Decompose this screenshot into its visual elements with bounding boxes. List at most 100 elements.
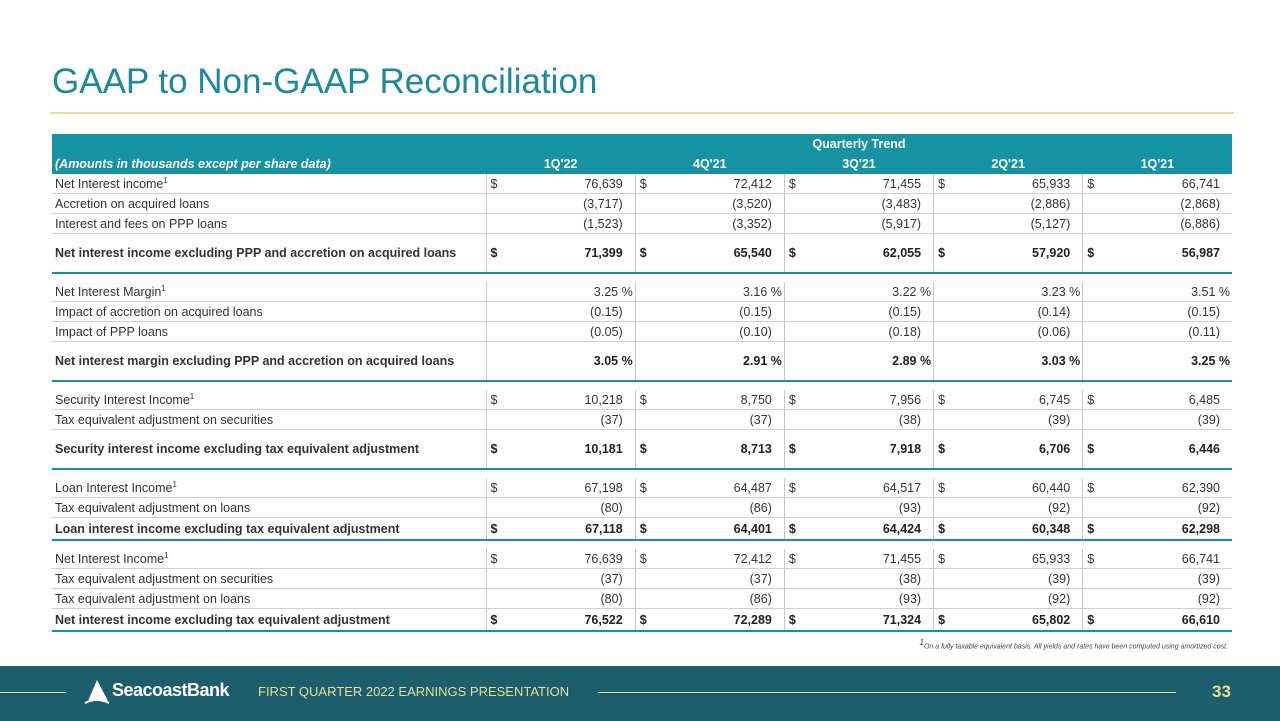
value-cell: $72,412 (634, 549, 785, 569)
dollar-sign: $ (788, 521, 796, 536)
row-label: Loan interest income excluding tax equiv… (52, 517, 486, 541)
value-cell: $64,487 (634, 478, 785, 498)
table-row: Accretion on acquired loans (3,717) (3,520… (52, 193, 1232, 214)
value-cell: 3.03 % (933, 341, 1083, 382)
value-cell: $65,802 (933, 608, 1083, 632)
value-cell: $65,933 (933, 174, 1083, 194)
dollar-sign: $ (490, 521, 498, 536)
footer-caption: FIRST QUARTER 2022 EARNINGS PRESENTATION (258, 684, 570, 699)
value-cell: $64,424 (783, 517, 934, 541)
value-cell: $71,399 (485, 233, 636, 274)
value-cell: $60,440 (933, 478, 1083, 498)
value-cell: $56,987 (1082, 233, 1232, 274)
table-row: Net interest income excluding PPP and ac… (52, 233, 1232, 274)
value-cell: $8,750 (634, 390, 785, 410)
value-cell: 3.25 % (485, 282, 636, 302)
value-cell: (0.14) (933, 301, 1083, 322)
row-label: Security Interest Income1 (52, 390, 486, 410)
table-row: Tax equivalent adjustment on securities (… (52, 568, 1232, 589)
value-cell: (37) (634, 568, 785, 589)
dollar-sign: $ (788, 480, 796, 495)
row-label: Impact of PPP loans (52, 321, 486, 342)
value-cell: $64,401 (634, 517, 785, 541)
footnote-text: On a fully taxable equivalent basis. All… (923, 643, 1228, 651)
footnote-marker: 1 (164, 550, 169, 560)
value-cell: $66,741 (1082, 174, 1232, 194)
value-cell: $7,918 (783, 429, 934, 470)
table-row: Net interest margin excluding PPP and ac… (52, 341, 1232, 382)
table-row: Security interest income excluding tax e… (52, 429, 1232, 470)
value-cell: (92) (1082, 588, 1232, 609)
footer-bar: SeacoastBank FIRST QUARTER 2022 EARNINGS… (0, 666, 1280, 721)
table-body: Net Interest income1 $76,639 $72,412 $71,45… (52, 174, 1232, 632)
dollar-sign: $ (1087, 551, 1095, 566)
footnote-marker: 1 (163, 175, 168, 185)
dollar-sign: $ (639, 551, 647, 566)
value-cell: (0.15) (783, 301, 934, 322)
value-cell: (92) (1082, 497, 1232, 518)
row-label: Impact of accretion on acquired loans (52, 301, 486, 322)
value-cell: (80) (485, 497, 636, 518)
table-row: Tax equivalent adjustment on loans (80) (8… (52, 497, 1232, 518)
quarter-header: 1Q'22 (486, 154, 636, 174)
value-cell: $60,348 (933, 517, 1083, 541)
value-cell: (37) (634, 409, 785, 430)
table-row: Tax equivalent adjustment on loans (80) (8… (52, 588, 1232, 609)
value-cell: (93) (783, 497, 934, 518)
value-cell: $67,198 (485, 478, 636, 498)
page-number: 33 (1212, 682, 1231, 701)
dollar-sign: $ (639, 176, 647, 191)
dollar-sign: $ (639, 246, 647, 260)
value-cell: (1,523) (485, 213, 636, 234)
value-cell: $64,517 (783, 478, 934, 498)
reconciliation-table: Quarterly Trend (Amounts in thousands ex… (52, 134, 1232, 632)
quarter-header: 2Q'21 (933, 154, 1083, 174)
footnote-marker: 1 (189, 391, 195, 401)
row-label: Tax equivalent adjustment on securities (52, 409, 486, 430)
dollar-sign: $ (490, 176, 498, 191)
value-cell: (2,868) (1082, 193, 1232, 214)
row-label: Security interest income excluding tax e… (52, 429, 486, 470)
value-cell: (39) (933, 568, 1083, 589)
row-label: Tax equivalent adjustment on securities (52, 568, 486, 589)
dollar-sign: $ (1087, 521, 1095, 536)
row-label: Interest and fees on PPP loans (52, 213, 486, 234)
value-cell: (3,483) (783, 193, 934, 214)
value-cell: (3,717) (485, 193, 636, 214)
footer-divider-left (0, 692, 66, 693)
value-cell: $76,639 (485, 174, 636, 194)
value-cell: $76,639 (485, 549, 636, 569)
value-cell: $65,933 (933, 549, 1083, 569)
value-cell: $76,522 (485, 608, 636, 632)
value-cell: (0.15) (1082, 301, 1232, 322)
value-cell: (39) (933, 409, 1083, 430)
table-row: Net interest income excluding tax equiva… (52, 608, 1232, 632)
footer-logo-text: SeacoastBank (112, 680, 230, 700)
value-cell: $10,218 (485, 390, 636, 410)
value-cell: $71,455 (783, 549, 934, 569)
dollar-sign: $ (639, 480, 647, 495)
dollar-sign: $ (1087, 176, 1095, 191)
value-cell: $8,713 (634, 429, 785, 470)
value-cell: $6,745 (933, 390, 1083, 410)
value-cell: $72,412 (634, 174, 785, 194)
dollar-sign: $ (938, 442, 946, 456)
dollar-sign: $ (788, 246, 796, 260)
value-cell: (0.05) (485, 321, 636, 342)
dollar-sign: $ (490, 246, 498, 260)
value-cell: $62,298 (1082, 517, 1232, 541)
dollar-sign: $ (938, 392, 946, 407)
dollar-sign: $ (938, 551, 946, 566)
quarter-header: 3Q'21 (784, 154, 934, 174)
dollar-sign: $ (1087, 612, 1095, 627)
value-cell: (86) (634, 497, 785, 518)
footnote-marker: 1 (919, 638, 924, 647)
footnote-marker: 1 (161, 283, 166, 293)
dollar-sign: $ (1087, 246, 1095, 260)
row-label: Net interest income excluding PPP and ac… (52, 233, 486, 274)
value-cell: (39) (1082, 409, 1232, 430)
value-cell: (0.18) (783, 321, 934, 342)
dollar-sign: $ (788, 176, 796, 191)
row-label: Net interest margin excluding PPP and ac… (52, 341, 486, 382)
value-cell: (92) (933, 588, 1083, 609)
